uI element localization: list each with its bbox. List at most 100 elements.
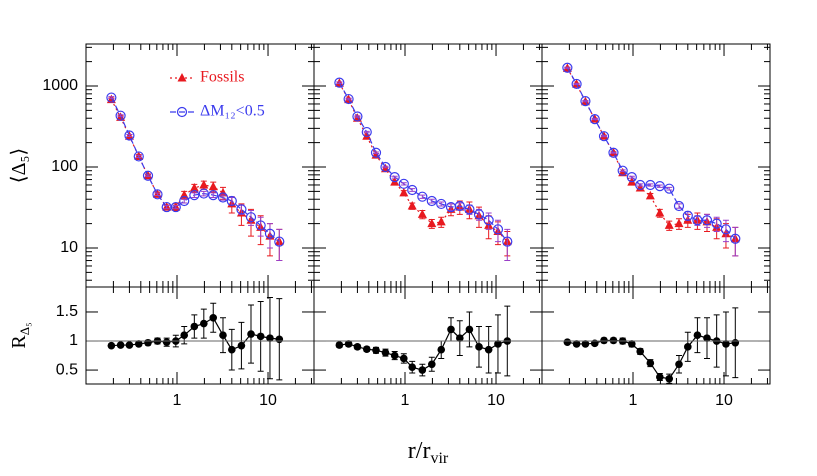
error-bar xyxy=(666,186,673,191)
circle-marker xyxy=(502,236,513,247)
circle-marker xyxy=(417,191,428,202)
circle-marker xyxy=(343,93,354,105)
circle-marker xyxy=(464,204,475,215)
dot-marker xyxy=(247,330,255,338)
error-bar xyxy=(628,175,635,179)
error-bar xyxy=(191,192,198,199)
triangle-marker xyxy=(199,179,209,189)
error-bar xyxy=(722,219,729,243)
circle-marker xyxy=(426,195,437,207)
dot-marker xyxy=(228,345,236,354)
dot-marker xyxy=(180,331,189,340)
circle-marker xyxy=(255,220,266,231)
circle-marker xyxy=(617,165,628,176)
triangle-marker xyxy=(674,218,684,228)
dot-marker xyxy=(107,341,116,350)
x-axis-label: r/rvir xyxy=(408,438,449,467)
triangle-marker xyxy=(189,183,199,192)
circle-marker xyxy=(124,130,135,141)
error-bar xyxy=(419,194,426,199)
error-bar xyxy=(619,169,626,172)
panel-frame xyxy=(85,286,315,385)
dot-marker xyxy=(494,340,502,348)
dot-marker xyxy=(162,338,171,346)
x-axis-label-text: r/r xyxy=(408,438,431,464)
dot-marker xyxy=(335,341,344,349)
triangle-marker xyxy=(177,73,187,82)
error-bar xyxy=(591,118,598,121)
error-bar xyxy=(438,201,445,207)
plot-area xyxy=(562,62,741,257)
dot-marker xyxy=(437,345,446,354)
y-axis-label-text: R xyxy=(8,335,30,349)
circle-marker xyxy=(562,62,573,73)
error-bar xyxy=(637,183,644,187)
triangle-marker xyxy=(218,187,228,197)
circle-marker xyxy=(352,111,363,122)
error-bar xyxy=(382,165,389,169)
circle-marker xyxy=(198,188,209,199)
dot-marker xyxy=(266,334,274,342)
dot-marker xyxy=(418,366,427,374)
x-tick-label: 1 xyxy=(629,392,638,409)
dot-marker xyxy=(390,351,399,360)
error-bar xyxy=(564,66,571,69)
plot-area xyxy=(334,77,513,262)
error-bar xyxy=(456,202,463,210)
error-bar xyxy=(126,133,133,137)
circle-marker xyxy=(133,151,144,162)
circle-marker xyxy=(436,198,447,210)
error-bar xyxy=(172,204,179,210)
plot-area xyxy=(563,307,740,384)
circle-marker xyxy=(720,224,732,235)
dot-marker xyxy=(381,348,390,357)
circle-marker xyxy=(730,233,741,244)
error-bar xyxy=(163,204,170,210)
circle-marker xyxy=(370,147,382,158)
dot-marker xyxy=(353,343,362,351)
circle-marker xyxy=(398,178,409,189)
dot-marker xyxy=(646,359,655,367)
error-bar xyxy=(656,184,663,188)
panel-frame xyxy=(313,286,543,385)
triangle-marker xyxy=(362,131,372,140)
circle-marker xyxy=(608,147,619,158)
circle-marker xyxy=(580,96,591,107)
dot-marker xyxy=(372,346,380,355)
dot-marker xyxy=(636,347,645,356)
circle-marker xyxy=(571,78,582,90)
circle-marker xyxy=(635,179,646,191)
circle-marker xyxy=(701,215,713,226)
error-bar xyxy=(210,192,217,199)
triangle-marker xyxy=(645,190,655,200)
y-axis-label: ⟨Δ₅⟩ xyxy=(8,148,30,183)
error-bar xyxy=(117,114,124,118)
error-bar xyxy=(409,188,416,192)
error-bar xyxy=(610,151,617,154)
y-tick-label: 10 xyxy=(60,239,78,256)
y-tick-label: 1 xyxy=(69,332,78,349)
y-axis-label-sub: Δ₅ xyxy=(17,322,32,335)
triangle-marker xyxy=(417,209,427,218)
dot-marker xyxy=(447,325,455,334)
y-axis-label: RΔ₅ xyxy=(8,322,32,348)
circle-marker xyxy=(626,172,637,183)
dot-marker xyxy=(609,336,618,345)
circle-marker xyxy=(264,228,276,239)
dot-marker xyxy=(275,335,284,344)
circle-marker xyxy=(245,212,257,223)
circle-marker xyxy=(142,170,154,181)
dot-marker xyxy=(190,322,199,331)
error-bar xyxy=(363,130,370,134)
circle-marker xyxy=(598,131,610,142)
circle-marker xyxy=(115,110,126,121)
dot-marker xyxy=(362,345,371,353)
circle-marker xyxy=(589,114,600,125)
dot-marker xyxy=(408,363,417,371)
plot-area xyxy=(107,296,284,381)
y-axis-label-text: ⟨Δ₅⟩ xyxy=(8,148,30,183)
dot-marker xyxy=(125,341,134,349)
circle-marker xyxy=(473,209,485,220)
error-bar xyxy=(336,81,343,84)
circle-marker xyxy=(236,204,247,215)
